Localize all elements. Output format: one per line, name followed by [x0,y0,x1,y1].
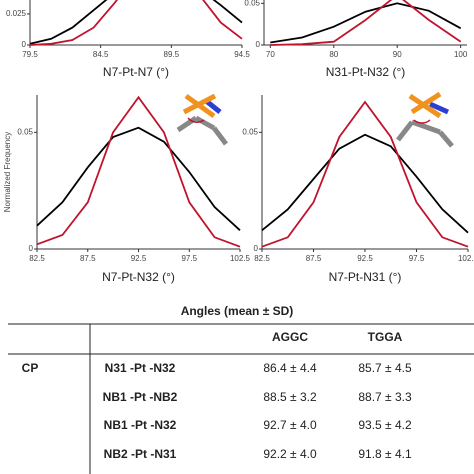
row-angle: NB2 -Pt -N31 [104,447,177,461]
curve [261,133,469,234]
y-tick-label: 0 [254,244,259,253]
x-tick-label: 87.5 [306,254,322,263]
y-tick-label: 0 [256,40,261,49]
y-tick-label: 0.05 [244,0,260,7]
y-tick-label: 0.025 [6,9,27,18]
y-axis-label: Normalized Frequency [3,132,12,212]
inset-right [396,91,454,148]
x-tick-label: 70 [266,50,275,59]
curve [29,0,243,46]
x-tick-label: 80 [329,50,338,59]
x-tick-label: 79.5 [22,50,38,59]
x-tick-label: 97.5 [409,254,425,263]
column-header: AGGC [272,330,308,344]
x-tick-label: 102.5 [230,254,251,263]
x-tick-label: 97.5 [181,254,197,263]
x-tick-label: 82.5 [254,254,270,263]
x-axis-label: N7-Pt-N32 (°) [102,270,175,284]
x-tick-label: 84.5 [93,50,109,59]
x-tick-label: 90 [393,50,402,59]
curve [261,100,469,248]
cell: 92.7 ± 4.0 [263,418,317,432]
x-axis-label: N7-Pt-N31 (°) [329,270,402,284]
row-angle: N31 -Pt -N32 [105,361,176,375]
table-title: Angles (mean ± SD) [181,304,294,318]
row-angle: NB1 -Pt -NB2 [103,390,178,404]
x-axis-label: N7-Pt-N7 (°) [103,65,169,79]
y-tick-label: 0.05 [242,127,258,136]
x-tick-label: 102.5 [458,254,474,263]
cell: 88.7 ± 3.3 [358,390,412,404]
x-tick-label: 100 [454,50,468,59]
x-tick-label: 87.5 [80,254,96,263]
x-axis-label: N31-Pt-N32 (°) [326,65,405,79]
x-tick-label: 89.5 [164,50,180,59]
cell: 85.7 ± 4.5 [358,361,412,375]
cell: 93.5 ± 4.2 [358,418,412,432]
y-tick-label: 0 [29,244,34,253]
row-angle: NB1 -Pt -N32 [104,418,177,432]
x-tick-label: 92.5 [131,254,147,263]
y-tick-label: 0.05 [17,127,33,136]
column-header: TGGA [368,330,403,344]
curve [270,0,462,46]
curve [270,2,462,44]
curve [36,126,241,231]
x-tick-label: 82.5 [29,254,45,263]
cell: 92.2 ± 4.0 [263,447,317,461]
inset-left [176,93,228,146]
curve [29,0,243,45]
curve [36,95,241,248]
cell: 91.8 ± 4.1 [358,447,412,461]
x-tick-label: 92.5 [357,254,373,263]
row-group: CP [22,361,39,375]
x-tick-label: 94.5 [234,50,250,59]
cell: 86.4 ± 4.4 [263,361,317,375]
y-tick-label: 0 [22,40,27,49]
cell: 88.5 ± 3.2 [263,390,317,404]
